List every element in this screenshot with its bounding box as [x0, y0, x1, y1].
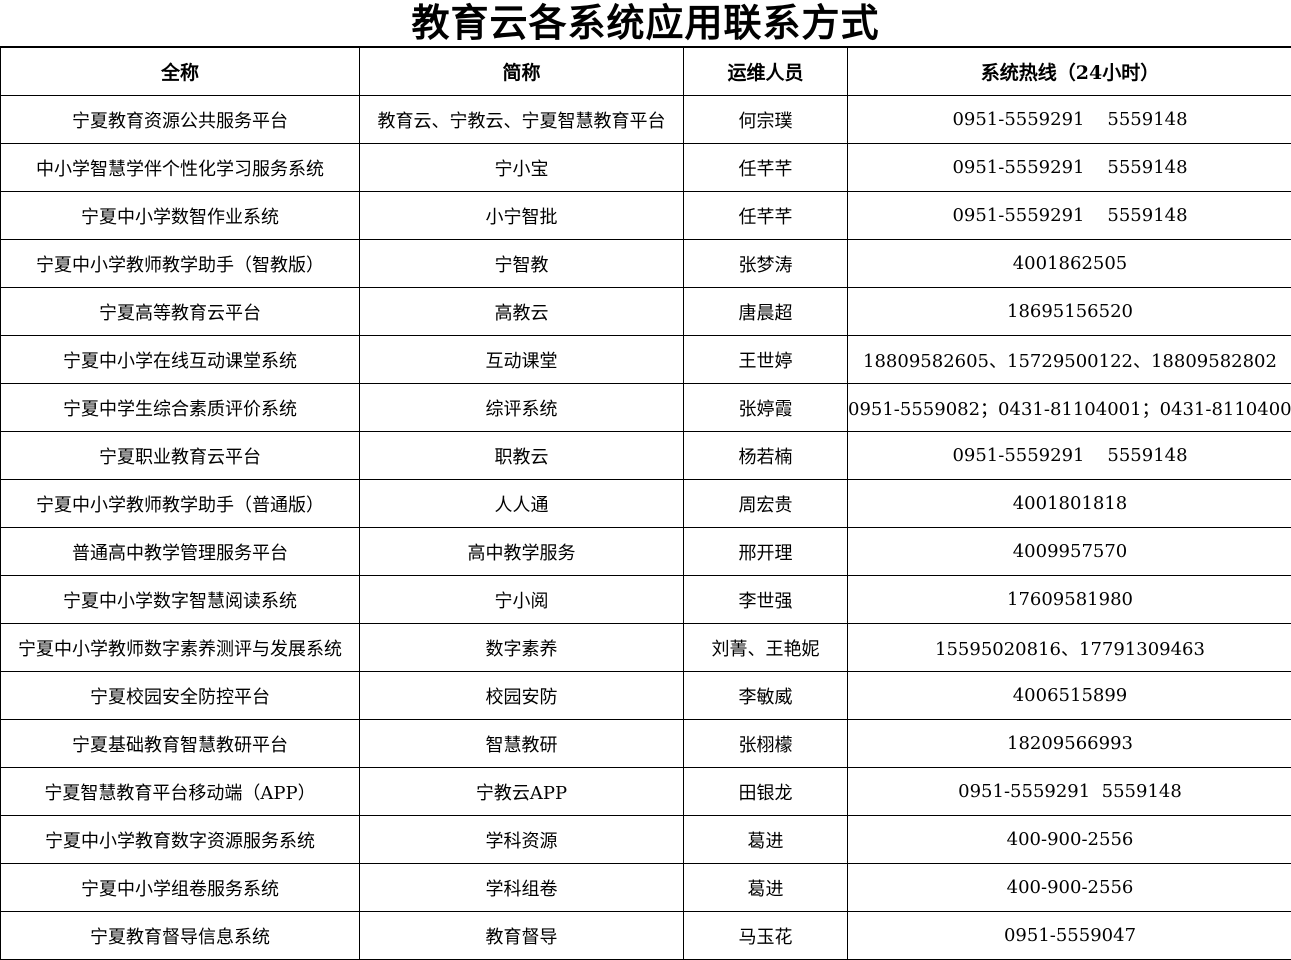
short-name-cell: 综评系统 [360, 384, 684, 432]
short-name-cell: 高教云 [360, 288, 684, 336]
full-name-cell: 宁夏中小学数智作业系统 [1, 192, 360, 240]
full-name-cell: 宁夏中学生综合素质评价系统 [1, 384, 360, 432]
hotline-cell: 400-900-2556 [848, 816, 1291, 864]
full-name-cell: 宁夏职业教育云平台 [1, 432, 360, 480]
short-name-cell: 学科资源 [360, 816, 684, 864]
hotline-cell: 0951-5559082；0431-81104001；0431-81104002 [848, 384, 1291, 432]
operator-cell: 何宗璞 [684, 96, 848, 144]
operator-cell: 杨若楠 [684, 432, 848, 480]
full-name-cell: 宁夏智慧教育平台移动端（APP） [1, 768, 360, 816]
full-name-cell: 宁夏中小学组卷服务系统 [1, 864, 360, 912]
operator-cell: 葛进 [684, 864, 848, 912]
operator-cell: 葛进 [684, 816, 848, 864]
short-name-cell: 学科组卷 [360, 864, 684, 912]
full-name-cell: 宁夏高等教育云平台 [1, 288, 360, 336]
full-name-cell: 宁夏基础教育智慧教研平台 [1, 720, 360, 768]
operator-cell: 邢开理 [684, 528, 848, 576]
full-name-cell: 宁夏中小学教育数字资源服务系统 [1, 816, 360, 864]
hotline-cell: 0951-5559047 [848, 912, 1291, 960]
hotline-cell: 400-900-2556 [848, 864, 1291, 912]
full-name-cell: 宁夏校园安全防控平台 [1, 672, 360, 720]
operator-cell: 李敏威 [684, 672, 848, 720]
header-row: 全称 简称 运维人员 系统热线（24小时） [1, 47, 1291, 96]
hotline-cell: 0951-5559291 5559148 [848, 192, 1291, 240]
hotline-cell: 0951-5559291 5559148 [848, 432, 1291, 480]
hotline-cell: 0951-5559291 5559148 [848, 768, 1291, 816]
hotline-cell: 4009957570 [848, 528, 1291, 576]
full-name-cell: 宁夏中小学教师数字素养测评与发展系统 [1, 624, 360, 672]
hotline-cell: 15595020816、17791309463 [848, 624, 1291, 672]
short-name-cell: 宁小宝 [360, 144, 684, 192]
full-name-cell: 宁夏教育督导信息系统 [1, 912, 360, 960]
hotline-cell: 4001862505 [848, 240, 1291, 288]
operator-cell: 马玉花 [684, 912, 848, 960]
hotline-cell: 18809582605、15729500122、18809582802 [848, 336, 1291, 384]
short-name-cell: 职教云 [360, 432, 684, 480]
full-name-cell: 宁夏中小学在线互动课堂系统 [1, 336, 360, 384]
short-name-cell: 高中教学服务 [360, 528, 684, 576]
short-name-cell: 数字素养 [360, 624, 684, 672]
operator-cell: 刘菁、王艳妮 [684, 624, 848, 672]
header-hotline: 系统热线（24小时） [848, 47, 1291, 96]
short-name-cell: 教育督导 [360, 912, 684, 960]
short-name-cell: 人人通 [360, 480, 684, 528]
page-title: 教育云各系统应用联系方式 [0, 0, 1291, 46]
operator-cell: 任芊芊 [684, 144, 848, 192]
short-name-cell: 宁智教 [360, 240, 684, 288]
short-name-cell: 智慧教研 [360, 720, 684, 768]
hotline-cell: 18695156520 [848, 288, 1291, 336]
full-name-cell: 宁夏中小学数字智慧阅读系统 [1, 576, 360, 624]
hotline-cell: 4001801818 [848, 480, 1291, 528]
short-name-cell: 互动课堂 [360, 336, 684, 384]
full-name-cell: 宁夏中小学教师教学助手（普通版） [1, 480, 360, 528]
operator-cell: 李世强 [684, 576, 848, 624]
hotline-cell: 0951-5559291 5559148 [848, 144, 1291, 192]
full-name-cell: 宁夏中小学教师教学助手（智教版） [1, 240, 360, 288]
short-name-cell: 宁小阅 [360, 576, 684, 624]
full-name-cell: 宁夏教育资源公共服务平台 [1, 96, 360, 144]
header-full-name: 全称 [1, 47, 360, 96]
contact-table: 全称 简称 运维人员 系统热线（24小时） 宁夏教育资源公共服务平台教育云、宁教… [0, 46, 1291, 960]
short-name-cell: 小宁智批 [360, 192, 684, 240]
short-name-cell: 宁教云APP [360, 768, 684, 816]
operator-cell: 田银龙 [684, 768, 848, 816]
operator-cell: 周宏贵 [684, 480, 848, 528]
hotline-cell: 17609581980 [848, 576, 1291, 624]
short-name-cell: 教育云、宁教云、宁夏智慧教育平台 [360, 96, 684, 144]
hotline-cell: 18209566993 [848, 720, 1291, 768]
operator-cell: 张梦涛 [684, 240, 848, 288]
operator-cell: 唐晨超 [684, 288, 848, 336]
header-short-name: 简称 [360, 47, 684, 96]
short-name-cell: 校园安防 [360, 672, 684, 720]
hotline-cell: 0951-5559291 5559148 [848, 96, 1291, 144]
operator-cell: 张婷霞 [684, 384, 848, 432]
hotline-cell: 4006515899 [848, 672, 1291, 720]
operator-cell: 王世婷 [684, 336, 848, 384]
operator-cell: 张栩檬 [684, 720, 848, 768]
header-operator: 运维人员 [684, 47, 848, 96]
operator-cell: 任芊芊 [684, 192, 848, 240]
full-name-cell: 中小学智慧学伴个性化学习服务系统 [1, 144, 360, 192]
full-name-cell: 普通高中教学管理服务平台 [1, 528, 360, 576]
